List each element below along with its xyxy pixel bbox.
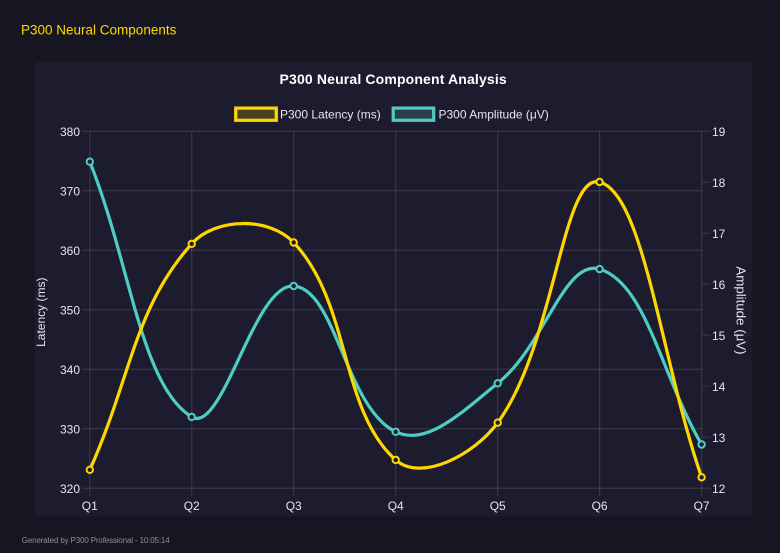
- svg-text:P300 Neural Components: P300 Neural Components: [21, 23, 177, 38]
- svg-text:Generated by P300 Professional: Generated by P300 Professional - 10:05:1…: [22, 536, 170, 545]
- svg-text:350: 350: [60, 304, 80, 318]
- svg-text:13: 13: [712, 431, 726, 445]
- svg-text:16: 16: [712, 278, 726, 292]
- svg-text:340: 340: [60, 363, 80, 377]
- svg-text:Q6: Q6: [592, 499, 608, 513]
- svg-text:330: 330: [60, 423, 80, 437]
- svg-text:Q7: Q7: [694, 499, 710, 513]
- svg-text:18: 18: [712, 176, 726, 190]
- svg-text:17: 17: [712, 227, 726, 241]
- svg-text:Amplitude (μV): Amplitude (μV): [734, 266, 749, 354]
- svg-text:Q2: Q2: [184, 499, 200, 513]
- svg-text:380: 380: [60, 125, 80, 139]
- svg-text:15: 15: [712, 329, 726, 343]
- svg-text:12: 12: [712, 482, 726, 496]
- svg-text:Latency (ms): Latency (ms): [34, 278, 48, 347]
- svg-text:Q3: Q3: [286, 499, 302, 513]
- svg-text:P300 Latency (ms): P300 Latency (ms): [280, 108, 381, 122]
- svg-text:320: 320: [60, 482, 80, 496]
- svg-text:19: 19: [712, 125, 726, 139]
- svg-text:Q5: Q5: [490, 499, 506, 513]
- svg-text:P300 Neural Component Analysis: P300 Neural Component Analysis: [280, 71, 507, 87]
- svg-text:370: 370: [60, 185, 80, 199]
- svg-text:360: 360: [60, 244, 80, 258]
- svg-text:14: 14: [712, 380, 726, 394]
- svg-text:Q4: Q4: [388, 499, 404, 513]
- svg-text:Q1: Q1: [82, 499, 98, 513]
- svg-text:P300 Amplitude (μV): P300 Amplitude (μV): [439, 108, 549, 122]
